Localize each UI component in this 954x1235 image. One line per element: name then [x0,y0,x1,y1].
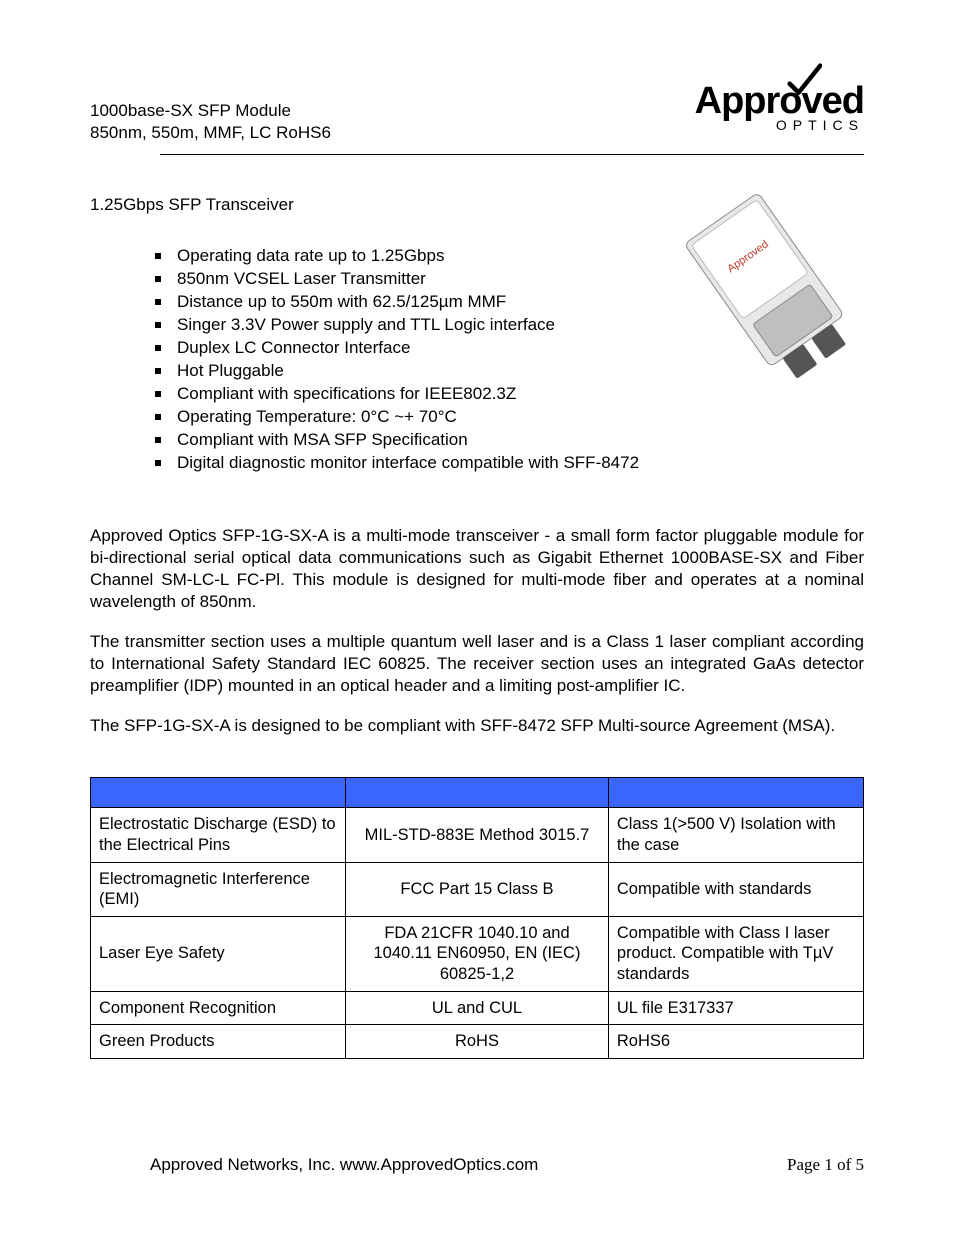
feature-list: Operating data rate up to 1.25Gbps 850nm… [90,245,864,474]
divider [160,154,864,155]
table-cell: FDA 21CFR 1040.10 and 1040.11 EN60950, E… [346,916,609,991]
table-row: Electrostatic Discharge (ESD) to the Ele… [91,808,864,862]
footer: Approved Networks, Inc. www.ApprovedOpti… [90,1155,864,1175]
table-row: Green Products RoHS RoHS6 [91,1025,864,1059]
logo-main: Approved [695,80,864,123]
table-cell: Class 1(>500 V) Isolation with the case [608,808,863,862]
regulatory-table: Electrostatic Discharge (ESD) to the Ele… [90,777,864,1059]
feature-item: Compliant with specifications for IEEE80… [155,383,864,406]
feature-item: Hot Pluggable [155,360,864,383]
header-text: 1000base-SX SFP Module 850nm, 550m, MMF,… [90,80,331,144]
table-header-cell [608,778,863,808]
table-cell: FCC Part 15 Class B [346,862,609,916]
header-line2: 850nm, 550m, MMF, LC RoHS6 [90,122,331,144]
table-row: Electromagnetic Interference (EMI) FCC P… [91,862,864,916]
table-row: Component Recognition UL and CUL UL file… [91,991,864,1025]
table-cell: UL and CUL [346,991,609,1025]
header-line1: 1000base-SX SFP Module [90,100,331,122]
feature-item: Duplex LC Connector Interface [155,337,864,360]
table-header-cell [346,778,609,808]
logo-main-text: Approved [695,80,864,122]
table-header-row [91,778,864,808]
description-paragraphs: Approved Optics SFP-1G-SX-A is a multi-m… [90,525,864,738]
table-cell: RoHS6 [608,1025,863,1059]
table-row: Laser Eye Safety FDA 21CFR 1040.10 and 1… [91,916,864,991]
table-header-cell [91,778,346,808]
feature-item: Distance up to 550m with 62.5/125µm MMF [155,291,864,314]
table-cell: Compatible with standards [608,862,863,916]
feature-item: Digital diagnostic monitor interface com… [155,452,864,475]
logo-check-icon [786,62,822,98]
table-cell: UL file E317337 [608,991,863,1025]
table-cell: Compatible with Class I laser product. C… [608,916,863,991]
paragraph: The transmitter section uses a multiple … [90,631,864,697]
feature-item: Operating data rate up to 1.25Gbps [155,245,864,268]
footer-company: Approved Networks, Inc. www.ApprovedOpti… [90,1155,538,1175]
footer-page: Page 1 of 5 [787,1155,864,1175]
logo: Approved OPTICS [606,80,864,133]
paragraph: The SFP-1G-SX-A is designed to be compli… [90,715,864,737]
header-row: 1000base-SX SFP Module 850nm, 550m, MMF,… [90,80,864,144]
table-cell: MIL-STD-883E Method 3015.7 [346,808,609,862]
table-cell: RoHS [346,1025,609,1059]
feature-item: 850nm VCSEL Laser Transmitter [155,268,864,291]
paragraph: Approved Optics SFP-1G-SX-A is a multi-m… [90,525,864,613]
feature-item: Compliant with MSA SFP Specification [155,429,864,452]
feature-item: Operating Temperature: 0°C ~+ 70°C [155,406,864,429]
table-cell: Electrostatic Discharge (ESD) to the Ele… [91,808,346,862]
table-cell: Green Products [91,1025,346,1059]
table-cell: Laser Eye Safety [91,916,346,991]
table-cell: Component Recognition [91,991,346,1025]
page: 1000base-SX SFP Module 850nm, 550m, MMF,… [0,0,954,1235]
feature-item: Singer 3.3V Power supply and TTL Logic i… [155,314,864,337]
table-cell: Electromagnetic Interference (EMI) [91,862,346,916]
